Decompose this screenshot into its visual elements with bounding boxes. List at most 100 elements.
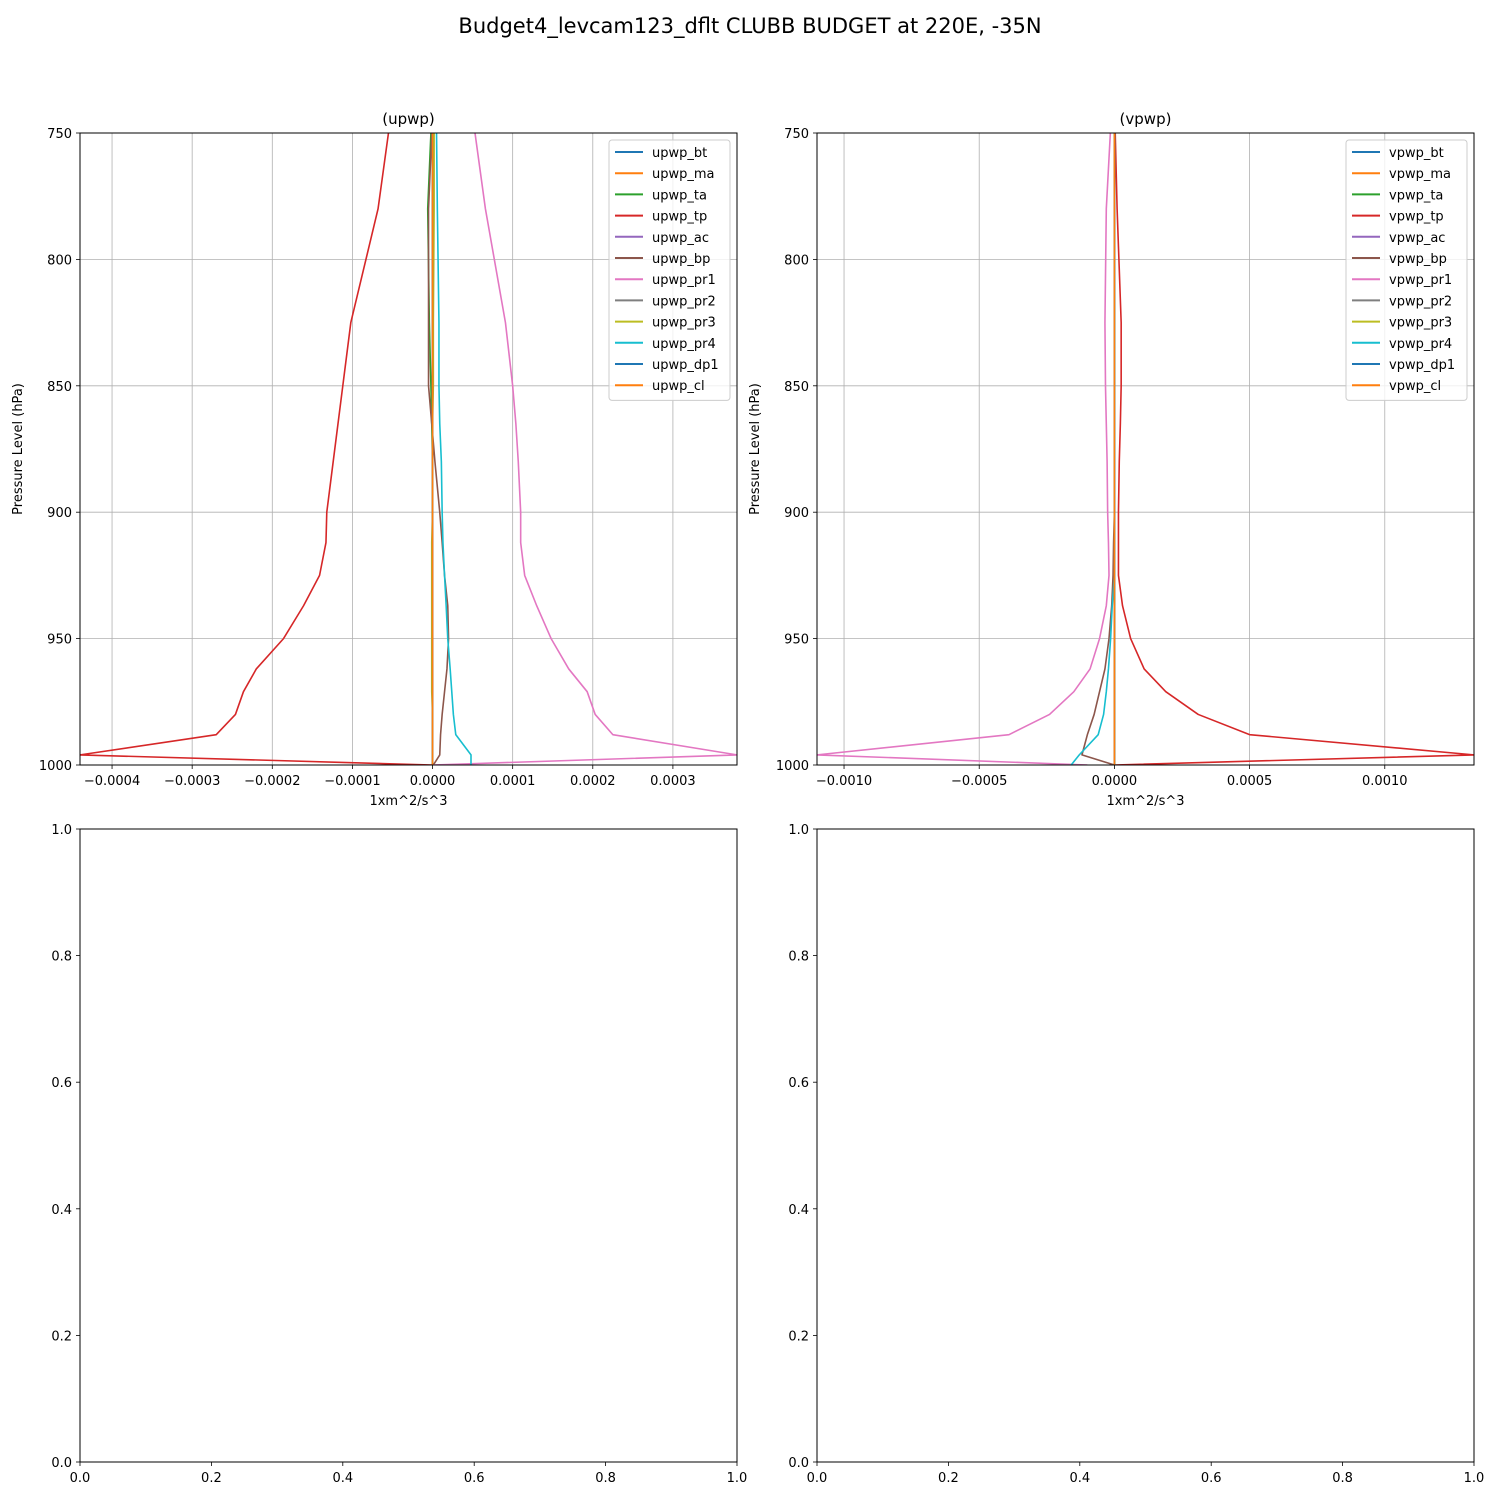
y-axis-label: Pressure Level (hPa) (11, 383, 26, 515)
x-tick-label: 0.2 (201, 1471, 222, 1486)
legend-entry: vpwp_cl (1389, 379, 1441, 394)
y-tick-label: 750 (47, 127, 72, 142)
y-tick-label: 850 (47, 380, 72, 395)
x-axis-label: 1xm^2/s^3 (369, 794, 447, 809)
legend-entry: vpwp_ma (1389, 167, 1451, 182)
x-tick-label: 0.0002 (570, 774, 616, 789)
legend-entry: vpwp_ac (1389, 231, 1445, 246)
y-tick-label: 0.4 (51, 1203, 72, 1218)
x-tick-label: −0.0001 (324, 774, 380, 789)
y-tick-label: 1.0 (51, 823, 72, 838)
legend-entry: upwp_pr1 (652, 273, 716, 288)
legend-entry: upwp_ac (652, 231, 709, 246)
subplot-title: (vpwp) (1120, 110, 1172, 128)
chart-panel-2: −0.0010 −0.0005 0.0000 0.0005 0.0010 750 800 85… (748, 110, 1475, 809)
y-tick-label: 0.0 (51, 1456, 72, 1471)
x-tick-label: −0.0002 (244, 774, 300, 789)
legend-box (1345, 139, 1468, 401)
figure-title: Budget4_levcam123_dflt CLUBB BUDGET at 2… (458, 14, 1042, 38)
series-group (80, 133, 737, 765)
legend-entry: upwp_pr2 (652, 294, 716, 309)
legend-entry: upwp_cl (652, 379, 705, 394)
legend-entry: upwp_dp1 (652, 358, 719, 373)
x-tick-label: 0.0 (70, 1471, 91, 1486)
axes-frame (79, 828, 738, 1463)
x-tick-label: 0.4 (332, 1471, 353, 1486)
series-line-upwp_tp (80, 133, 433, 765)
legend-entry: vpwp_pr3 (1389, 316, 1452, 331)
legend-entry: upwp_bt (652, 146, 707, 161)
series-line-vpwp_tp (1114, 133, 1474, 765)
x-tick-label: −0.0010 (816, 774, 872, 789)
legend: upwp_bt upwp_ma upwp_ta upwp_tp upwp_ac upwp_… (608, 139, 731, 401)
y-tick-label: 0.8 (788, 950, 809, 965)
x-tick-label: 0.2 (938, 1471, 959, 1486)
legend-entry: vpwp_pr4 (1389, 337, 1452, 352)
x-tick-label: 0.0 (807, 1471, 828, 1486)
legend: vpwp_bt vpwp_ma vpwp_ta vpwp_tp vpwp_ac vpwp_… (1345, 139, 1468, 401)
series-line-upwp_pr4 (435, 133, 472, 765)
x-tick-label: 0.6 (464, 1471, 485, 1486)
x-tick-label: 0.8 (595, 1471, 616, 1486)
chart-panel-1: −0.0004 −0.0003 −0.0002 −0.0001 0.0000 0.0001… (11, 110, 738, 809)
x-tick-label: 0.0000 (1092, 774, 1138, 789)
axes-frame (816, 132, 1475, 766)
legend-entry: vpwp_bt (1389, 146, 1444, 161)
legend-entry: vpwp_pr1 (1389, 273, 1452, 288)
y-tick-label: 0.0 (788, 1456, 809, 1471)
x-tick-label: 1.0 (727, 1471, 748, 1486)
series-line-vpwp_pr1 (817, 133, 1112, 765)
x-tick-label: −0.0003 (164, 774, 220, 789)
y-tick-label: 0.2 (788, 1329, 809, 1344)
x-tick-label: 0.8 (1332, 1471, 1353, 1486)
y-tick-label: 1000 (39, 759, 72, 774)
legend-entry: upwp_pr4 (652, 337, 716, 352)
y-tick-label: 1000 (776, 759, 809, 774)
y-tick-label: 0.8 (51, 950, 72, 965)
series-line-upwp_pr1 (432, 133, 737, 765)
x-tick-label: 0.0001 (490, 774, 536, 789)
legend-entry: vpwp_bp (1389, 252, 1447, 267)
x-tick-label: 1.0 (1464, 1471, 1485, 1486)
y-tick-label: 800 (784, 253, 809, 268)
y-tick-label: 0.2 (51, 1329, 72, 1344)
x-tick-label: 0.4 (1069, 1471, 1090, 1486)
series-group (817, 133, 1474, 765)
x-tick-label: 0.6 (1201, 1471, 1222, 1486)
legend-entry: vpwp_pr2 (1389, 294, 1452, 309)
y-tick-label: 950 (47, 633, 72, 648)
series-line-vpwp_pr4 (1070, 133, 1116, 765)
y-tick-label: 900 (784, 506, 809, 521)
legend-entry: upwp_pr3 (652, 316, 716, 331)
x-tick-label: −0.0005 (951, 774, 1007, 789)
axes-frame (79, 132, 738, 766)
y-tick-label: 0.4 (788, 1203, 809, 1218)
y-axis-label: Pressure Level (hPa) (748, 383, 763, 515)
y-tick-label: 900 (47, 506, 72, 521)
x-tick-label: 0.0003 (650, 774, 696, 789)
legend-box (608, 139, 731, 401)
y-tick-label: 800 (47, 253, 72, 268)
x-tick-label: −0.0004 (84, 774, 140, 789)
subplot-title: (upwp) (382, 110, 435, 128)
y-tick-label: 0.6 (51, 1076, 72, 1091)
legend-entry: upwp_ma (652, 167, 715, 182)
legend-entry: vpwp_ta (1389, 188, 1443, 203)
legend-entry: vpwp_dp1 (1389, 358, 1455, 373)
x-axis-label: 1xm^2/s^3 (1106, 794, 1184, 809)
legend-entry: upwp_ta (652, 188, 707, 203)
axes-frame (816, 828, 1475, 1463)
series-line-vpwp_bp (1081, 133, 1116, 765)
x-tick-label: 0.0005 (1227, 774, 1273, 789)
x-tick-label: 0.0000 (410, 774, 456, 789)
x-tick-label: 0.0010 (1362, 774, 1408, 789)
chart-panel-3: 0.0 0.2 0.4 0.6 0.8 1.0 0.0 0.2 0.4 0.6 0.8 1.0 (51, 823, 747, 1486)
y-tick-label: 750 (784, 127, 809, 142)
y-tick-label: 1.0 (788, 823, 809, 838)
y-tick-label: 0.6 (788, 1076, 809, 1091)
y-tick-label: 850 (784, 380, 809, 395)
legend-entry: upwp_bp (652, 252, 710, 267)
y-tick-label: 950 (784, 633, 809, 648)
chart-panel-4: 0.0 0.2 0.4 0.6 0.8 1.0 0.0 0.2 0.4 0.6 0.8 1.0 (788, 823, 1484, 1486)
